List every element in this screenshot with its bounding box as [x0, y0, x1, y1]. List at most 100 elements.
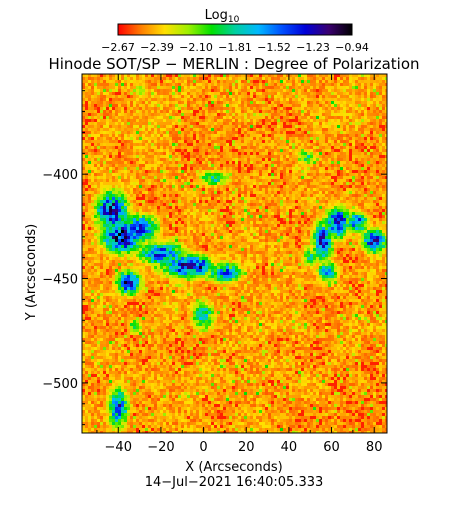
heatmap-cell — [160, 134, 163, 137]
heatmap-cell — [127, 128, 130, 131]
heatmap-cell — [184, 170, 187, 173]
heatmap-cell — [91, 164, 94, 167]
heatmap-cell — [88, 188, 91, 191]
heatmap-cell — [232, 215, 235, 218]
heatmap-cell — [373, 203, 376, 206]
heatmap-cell — [85, 128, 88, 131]
heatmap-cell — [172, 149, 175, 152]
heatmap-cell — [364, 173, 367, 176]
heatmap-cell — [178, 92, 181, 95]
heatmap-cell — [376, 164, 379, 167]
heatmap-cell — [121, 224, 124, 227]
heatmap-cell — [148, 89, 151, 92]
heatmap-cell — [310, 206, 313, 209]
heatmap-cell — [235, 185, 238, 188]
heatmap-cell — [307, 113, 310, 116]
heatmap-cell — [337, 206, 340, 209]
heatmap-cell — [280, 200, 283, 203]
heatmap-cell — [151, 83, 154, 86]
heatmap-cell — [331, 128, 334, 131]
heatmap-cell — [229, 95, 232, 98]
heatmap-cell — [349, 215, 352, 218]
heatmap-cell — [121, 113, 124, 116]
heatmap-cell — [340, 227, 343, 230]
heatmap-cell — [370, 86, 373, 89]
heatmap-cell — [262, 116, 265, 119]
heatmap-cell — [172, 170, 175, 173]
heatmap-cell — [334, 221, 337, 224]
heatmap-cell — [283, 146, 286, 149]
heatmap-cell — [124, 137, 127, 140]
heatmap-cell — [112, 86, 115, 89]
heatmap-cell — [334, 203, 337, 206]
heatmap-cell — [385, 98, 387, 101]
heatmap-cell — [262, 224, 265, 227]
heatmap-cell — [253, 140, 256, 143]
heatmap-cell — [214, 80, 217, 83]
heatmap-cell — [292, 149, 295, 152]
heatmap-cell — [85, 200, 88, 203]
heatmap-cell — [241, 74, 244, 77]
heatmap-cell — [208, 185, 211, 188]
heatmap-cell — [367, 125, 370, 128]
heatmap-cell — [322, 197, 325, 200]
heatmap-cell — [97, 113, 100, 116]
heatmap-cell — [208, 77, 211, 80]
heatmap-cell — [376, 188, 379, 191]
heatmap-cell — [274, 182, 277, 185]
heatmap-cell — [220, 113, 223, 116]
heatmap-cell — [304, 92, 307, 95]
heatmap-cell — [163, 212, 166, 215]
heatmap-cell — [187, 182, 190, 185]
heatmap-cell — [271, 167, 274, 170]
heatmap-cell — [94, 185, 97, 188]
heatmap-cell — [277, 80, 280, 83]
heatmap-cell — [241, 113, 244, 116]
heatmap-cell — [358, 128, 361, 131]
heatmap-cell — [292, 212, 295, 215]
heatmap-cell — [136, 167, 139, 170]
heatmap-cell — [253, 98, 256, 101]
heatmap-cell — [328, 218, 331, 221]
heatmap-cell — [103, 107, 106, 110]
heatmap-cell — [256, 158, 259, 161]
heatmap-cell — [193, 74, 196, 77]
heatmap-cell — [346, 104, 349, 107]
heatmap-cell — [91, 221, 94, 224]
heatmap-cell — [241, 179, 244, 182]
heatmap-cell — [313, 179, 316, 182]
heatmap-cell — [166, 134, 169, 137]
heatmap-cell — [322, 188, 325, 191]
heatmap-cell — [241, 110, 244, 113]
heatmap-cell — [241, 116, 244, 119]
heatmap-cell — [271, 116, 274, 119]
heatmap-cell — [301, 80, 304, 83]
heatmap-cell — [175, 101, 178, 104]
heatmap-cell — [289, 104, 292, 107]
heatmap-cell — [268, 107, 271, 110]
heatmap-cell — [232, 110, 235, 113]
heatmap-cell — [328, 188, 331, 191]
heatmap-cell — [178, 98, 181, 101]
heatmap-cell — [328, 110, 331, 113]
heatmap-cell — [121, 182, 124, 185]
heatmap-cell — [322, 200, 325, 203]
heatmap-cell — [280, 74, 283, 77]
heatmap-cell — [373, 101, 376, 104]
heatmap-cell — [211, 200, 214, 203]
heatmap-cell — [343, 170, 346, 173]
heatmap-cell — [301, 86, 304, 89]
heatmap-cell — [304, 122, 307, 125]
heatmap-cell — [283, 119, 286, 122]
heatmap-cell — [127, 83, 130, 86]
heatmap-cell — [124, 149, 127, 152]
heatmap-cell — [136, 152, 139, 155]
heatmap-cell — [208, 116, 211, 119]
heatmap-cell — [127, 149, 130, 152]
heatmap-cell — [211, 218, 214, 221]
heatmap-cell — [256, 179, 259, 182]
heatmap-cell — [259, 113, 262, 116]
heatmap-cell — [361, 125, 364, 128]
heatmap-cell — [280, 215, 283, 218]
heatmap-cell — [367, 89, 370, 92]
